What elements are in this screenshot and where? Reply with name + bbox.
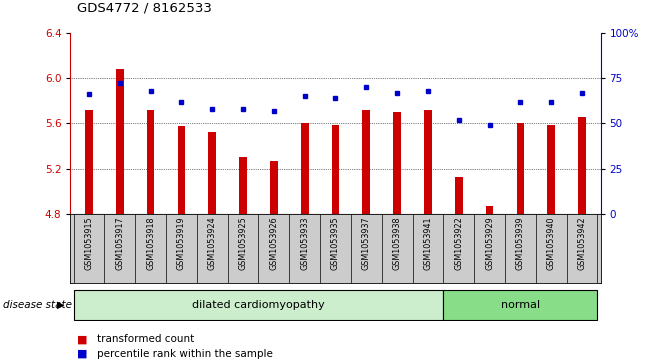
Bar [517, 123, 524, 214]
Text: GSM1053918: GSM1053918 [146, 216, 155, 270]
Text: percentile rank within the sample: percentile rank within the sample [97, 349, 273, 359]
Bar [74, 290, 444, 319]
Text: normal: normal [501, 300, 540, 310]
Text: GSM1053917: GSM1053917 [115, 216, 124, 270]
Text: GSM1053938: GSM1053938 [393, 216, 402, 270]
Bar [444, 290, 597, 319]
Text: dilated cardiomyopathy: dilated cardiomyopathy [192, 300, 325, 310]
Bar [486, 206, 493, 214]
Text: GSM1053929: GSM1053929 [485, 216, 494, 270]
Bar [548, 125, 555, 214]
Bar [85, 110, 93, 214]
Bar [270, 161, 278, 214]
Text: GSM1053925: GSM1053925 [239, 216, 248, 270]
Text: ■: ■ [77, 349, 88, 359]
Bar [209, 132, 216, 214]
Bar [455, 177, 462, 214]
Text: GSM1053922: GSM1053922 [454, 216, 463, 270]
Text: GSM1053935: GSM1053935 [331, 216, 340, 270]
Bar [116, 69, 123, 214]
Bar [362, 110, 370, 214]
Bar [147, 110, 154, 214]
Text: GSM1053940: GSM1053940 [547, 216, 556, 270]
Text: GSM1053937: GSM1053937 [362, 216, 371, 270]
Text: GSM1053919: GSM1053919 [177, 216, 186, 270]
Bar [393, 112, 401, 214]
Text: GSM1053933: GSM1053933 [300, 216, 309, 270]
Text: GSM1053939: GSM1053939 [516, 216, 525, 270]
Bar [424, 110, 432, 214]
Text: transformed count: transformed count [97, 334, 195, 344]
Bar [239, 158, 247, 214]
Text: GDS4772 / 8162533: GDS4772 / 8162533 [77, 1, 212, 15]
Bar [578, 117, 586, 214]
Text: disease state: disease state [3, 300, 72, 310]
Text: GSM1053915: GSM1053915 [85, 216, 93, 270]
Text: GSM1053942: GSM1053942 [578, 216, 586, 270]
Text: GSM1053941: GSM1053941 [423, 216, 432, 270]
Text: GSM1053924: GSM1053924 [208, 216, 217, 270]
Text: GSM1053926: GSM1053926 [269, 216, 278, 270]
Text: ▶: ▶ [57, 300, 64, 310]
Text: ■: ■ [77, 334, 88, 344]
Bar [301, 123, 309, 214]
Bar [178, 126, 185, 214]
Bar [331, 125, 340, 214]
